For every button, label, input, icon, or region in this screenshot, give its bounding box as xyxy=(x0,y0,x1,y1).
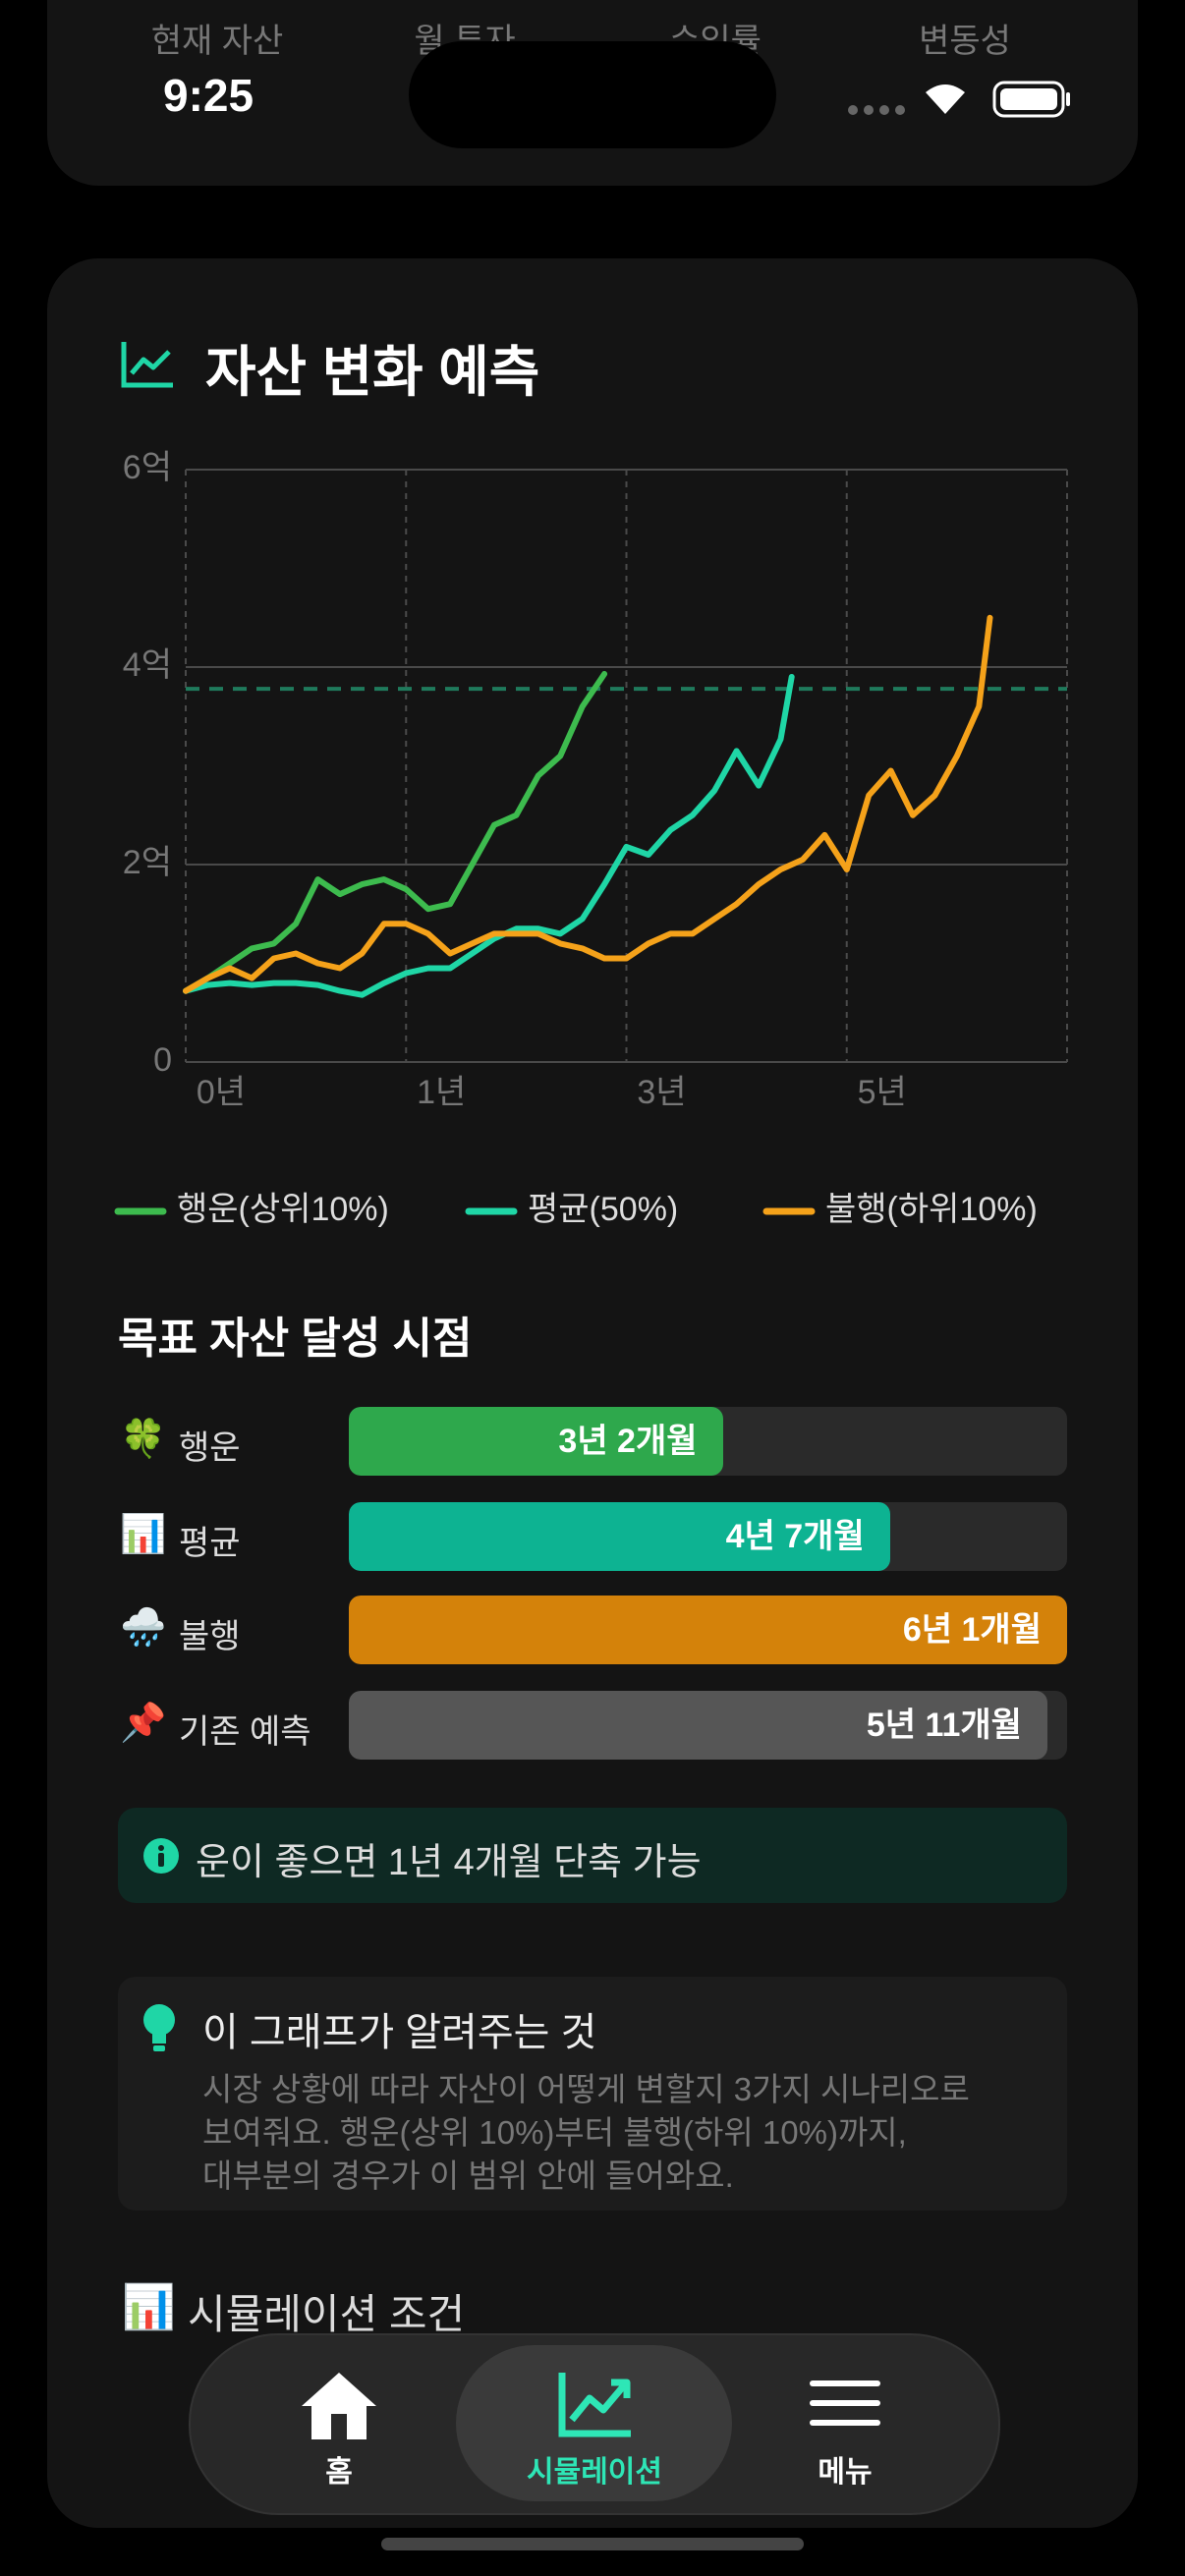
tab-label[interactable]: 홈 xyxy=(325,2456,353,2489)
y-tick-label: 4억 xyxy=(123,646,172,684)
section-title: 목표 자산 달성 시점 xyxy=(118,1315,473,1363)
summary-label: 변동성 xyxy=(919,23,1011,60)
summary-label: 현재 자산 xyxy=(150,23,284,60)
bar-fill: 5년 11개월 xyxy=(349,1691,1047,1760)
bulb-icon xyxy=(143,2004,175,2051)
tab-bar: 홈 시뮬레이션 메뉴 xyxy=(189,2333,1000,2515)
series-line xyxy=(183,674,795,998)
tip-banner: 운이 좋으면 1년 4개월 단축 가능 xyxy=(118,1808,1067,1903)
bar-track: 3년 2개월 xyxy=(349,1407,1067,1476)
home-indicator xyxy=(381,2538,804,2550)
row-icon: 🌧️ xyxy=(120,1607,167,1649)
explanation-line: 대부분의 경우가 이 범위 안에 들어와요. xyxy=(202,2157,734,2194)
y-tick-label: 2억 xyxy=(123,844,172,881)
active-tab-pill xyxy=(456,2345,732,2501)
explanation-card: 이 그래프가 알려주는 것 시장 상황에 따라 자산이 어떻게 변할지 3가지 … xyxy=(118,1977,1067,2211)
home-icon xyxy=(302,2373,376,2439)
bar-track: 6년 1개월 xyxy=(349,1596,1067,1664)
dynamic-island xyxy=(409,41,776,148)
series-line xyxy=(183,614,993,994)
x-tick-label: 3년 xyxy=(637,1074,686,1111)
status-icons xyxy=(848,81,1070,118)
y-tick-label: 6억 xyxy=(123,449,172,486)
row-icon: 📌 xyxy=(120,1703,167,1744)
chart-tab-icon xyxy=(558,2373,631,2437)
tip-text: 운이 좋으면 1년 4개월 단축 가능 xyxy=(196,1842,702,1883)
info-icon xyxy=(143,1838,179,1874)
row-label: 행운 xyxy=(179,1429,241,1467)
bar-track: 4년 7개월 xyxy=(349,1502,1067,1571)
bar-value-label: 3년 2개월 xyxy=(558,1423,698,1460)
x-tick-label: 1년 xyxy=(417,1074,466,1111)
tab-label[interactable]: 메뉴 xyxy=(818,2456,873,2489)
conditions-title: 시뮬레이션 조건 xyxy=(188,2291,466,2337)
row-label: 평균 xyxy=(179,1525,241,1562)
chart-title-icon xyxy=(121,342,173,388)
series-line xyxy=(183,671,608,994)
row-label: 불행 xyxy=(179,1618,241,1655)
legend-label: 평균(50%) xyxy=(528,1191,678,1228)
y-tick-label: 0 xyxy=(153,1041,172,1079)
bar-value-label: 4년 7개월 xyxy=(725,1518,865,1555)
row-icon: 📊 xyxy=(120,1514,167,1555)
bar-fill: 4년 7개월 xyxy=(349,1502,890,1571)
bar-value-label: 5년 11개월 xyxy=(866,1707,1022,1744)
menu-icon xyxy=(810,2380,880,2426)
chart-title: 자산 변화 예측 xyxy=(205,341,540,403)
conditions-icon: 📊 xyxy=(122,2283,176,2331)
explanation-line: 보여줘요. 행운(상위 10%)부터 불행(하위 10%)까지, xyxy=(202,2114,907,2151)
explanation-line: 시장 상황에 따라 자산이 어떻게 변할지 3가지 시나리오로 xyxy=(202,2071,970,2107)
bar-track: 5년 11개월 xyxy=(349,1691,1067,1760)
row-label: 기존 예측 xyxy=(179,1713,311,1751)
legend-label: 행운(상위10%) xyxy=(177,1191,389,1228)
tab-label[interactable]: 시뮬레이션 xyxy=(527,2456,662,2489)
bar-value-label: 6년 1개월 xyxy=(902,1611,1042,1649)
legend-label: 불행(하위10%) xyxy=(825,1191,1038,1228)
x-tick-label: 0년 xyxy=(197,1074,246,1111)
explanation-title: 이 그래프가 알려주는 것 xyxy=(202,2011,597,2054)
status-time: 9:25 xyxy=(163,70,254,121)
bar-fill: 6년 1개월 xyxy=(349,1596,1067,1664)
row-icon: 🍀 xyxy=(120,1419,167,1460)
x-tick-label: 5년 xyxy=(858,1074,907,1111)
bar-fill: 3년 2개월 xyxy=(349,1407,723,1476)
